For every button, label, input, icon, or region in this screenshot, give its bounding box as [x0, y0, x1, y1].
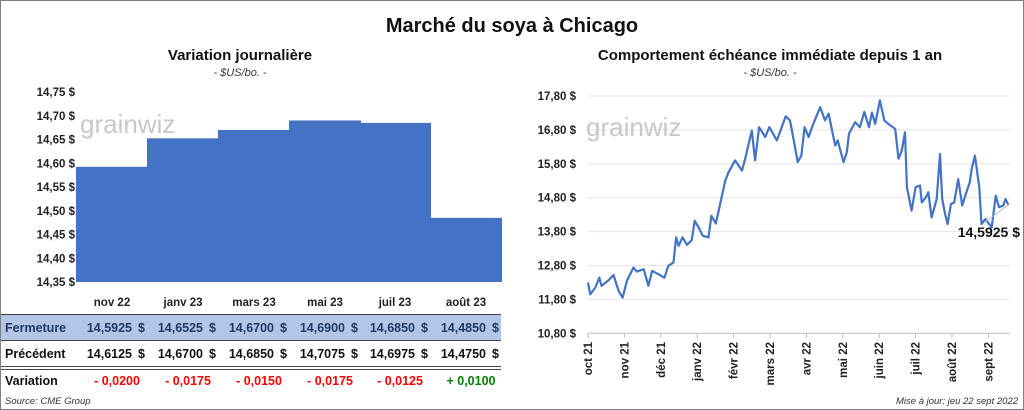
last-price-label: 14,5925 $ — [958, 224, 1020, 240]
bar-3 — [289, 120, 361, 282]
y-tick-label: 16,80 $ — [538, 125, 577, 137]
x-tick-label: mai 22 — [838, 342, 850, 378]
y-tick-label: 14,40 $ — [37, 253, 76, 265]
y-tick-label: 11,80 $ — [538, 294, 576, 306]
updated-note: Mise à jour: jeu 22 sept 2022 — [896, 396, 1019, 407]
cell-unit: $ — [280, 347, 287, 361]
y-tick-label: 13,80 $ — [538, 227, 577, 239]
x-tick-label: juin 22 — [874, 342, 886, 379]
prices-table: Fermeture 14,5925 $14,6525 $14,6700 $14,6900… — [1, 314, 501, 388]
cell-value: 14,6700 — [229, 321, 274, 335]
y-tick-label: 15,80 $ — [538, 159, 577, 171]
x-tick-label: août 22 — [947, 342, 959, 382]
cell-value: - 0,0125 — [377, 374, 423, 388]
cell-unit: $ — [351, 321, 358, 335]
category-label: janv 23 — [163, 297, 203, 309]
cell-unit: $ — [209, 321, 216, 335]
bar-5 — [430, 217, 502, 282]
one-year-price-chart: Comportement échéance immédiate depuis 1… — [538, 47, 1021, 385]
y-tick-label: 14,55 $ — [37, 182, 76, 194]
watermark-logo: grainwiz — [586, 112, 681, 142]
y-tick-label: 14,35 $ — [37, 277, 76, 289]
price-line — [586, 99, 1010, 299]
y-tick-label: 14,80 $ — [538, 193, 577, 205]
cell-unit: $ — [209, 347, 216, 361]
cell-value: 14,4850 — [441, 321, 486, 335]
cell-value: 14,6125 — [87, 347, 132, 361]
cell-value: 14,6900 — [300, 321, 345, 335]
cell-value: 14,6850 — [229, 347, 274, 361]
cell-value: 14,7075 — [300, 347, 345, 361]
category-label: juil 23 — [378, 297, 412, 309]
x-tick-label: avr 22 — [801, 342, 813, 375]
x-tick-label: sept 22 — [983, 342, 995, 382]
cell-unit: $ — [492, 347, 499, 361]
x-tick-label: juil 22 — [911, 342, 923, 376]
cell-unit: $ — [138, 347, 145, 361]
cell-value: + 0,0100 — [446, 374, 495, 388]
cell-value: - 0,0150 — [236, 374, 282, 388]
category-label: mars 23 — [232, 297, 275, 309]
daily-variation-chart: Variation journalière - $US/bo. - grainw… — [37, 47, 502, 309]
x-tick-label: déc 21 — [656, 341, 668, 377]
y-tick-label: 14,75 $ — [37, 87, 76, 99]
bar-0 — [76, 166, 148, 282]
bar-2 — [218, 130, 290, 282]
bar-4 — [359, 122, 431, 282]
right-chart-subtitle: - $US/bo. - — [743, 67, 797, 79]
x-tick-label: oct 21 — [583, 341, 595, 375]
category-label: août 23 — [446, 297, 486, 309]
y-tick-label: 17,80 $ — [538, 91, 577, 103]
x-tick-label: mars 22 — [765, 342, 777, 385]
x-tick-label: nov 21 — [619, 341, 631, 378]
left-chart-title: Variation journalière — [168, 47, 312, 64]
cell-unit: $ — [421, 321, 428, 335]
cell-value: 14,4750 — [441, 347, 486, 361]
cell-unit: $ — [351, 347, 358, 361]
leader-line — [984, 204, 1009, 223]
category-label: nov 22 — [94, 297, 130, 309]
y-tick-label: 14,70 $ — [37, 111, 76, 123]
cell-value: 14,6700 — [158, 347, 203, 361]
fermeture-row-bg — [1, 315, 501, 340]
cell-unit: $ — [138, 321, 145, 335]
cell-value: 14,6525 — [158, 321, 203, 335]
cell-value: 14,5925 — [87, 321, 132, 335]
right-chart-title: Comportement échéance immédiate depuis 1… — [598, 47, 942, 64]
y-tick-label: 12,80 $ — [538, 261, 577, 273]
y-tick-label: 14,45 $ — [37, 230, 76, 242]
y-tick-label: 10,80 $ — [538, 328, 577, 340]
cell-value: - 0,0175 — [165, 374, 211, 388]
y-tick-label: 14,50 $ — [37, 206, 76, 218]
left-chart-subtitle: - $US/bo. - — [213, 67, 267, 79]
category-label: mai 23 — [307, 297, 343, 309]
cell-unit: $ — [421, 347, 428, 361]
y-tick-label: 14,60 $ — [37, 158, 76, 170]
source-note: Source: CME Group — [5, 396, 91, 407]
main-title: Marché du soya à Chicago — [386, 15, 638, 37]
cell-unit: $ — [492, 321, 499, 335]
bar-1 — [147, 138, 219, 282]
x-tick-label: févr 22 — [729, 342, 741, 379]
row-label: Variation — [5, 374, 58, 388]
x-tick-label: janv 22 — [692, 342, 704, 382]
cell-value: - 0,0175 — [307, 374, 353, 388]
row-label: Précédent — [5, 347, 66, 361]
watermark-logo: grainwiz — [80, 109, 175, 139]
cell-value: 14,6850 — [370, 321, 415, 335]
cell-unit: $ — [280, 321, 287, 335]
y-tick-label: 14,65 $ — [37, 135, 76, 147]
row-label: Fermeture — [5, 321, 66, 335]
cell-value: 14,6975 — [370, 347, 415, 361]
cell-value: - 0,0200 — [94, 374, 140, 388]
